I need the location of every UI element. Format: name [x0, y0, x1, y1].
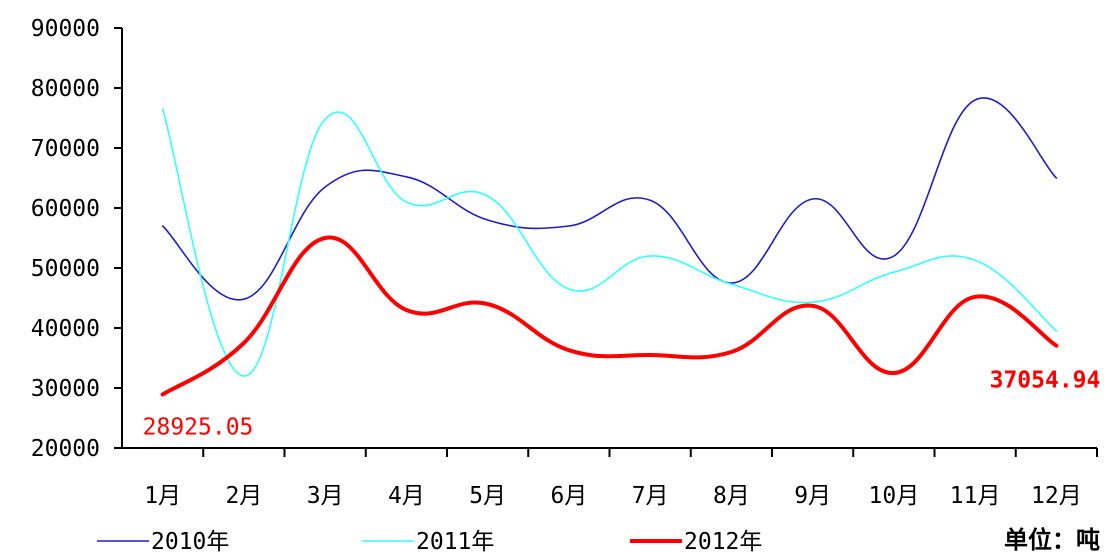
legend-label: 2010年 — [151, 529, 229, 554]
x-tick-label: 9月 — [794, 483, 831, 509]
legend-label: 2012年 — [684, 529, 762, 554]
x-tick-label: 4月 — [388, 483, 425, 509]
x-axis-ticks: 1月 2月 3月 4月 5月 6月 7月 8月 9月 10月 11月 12月 — [144, 448, 1098, 509]
unit-label: 单位：吨 — [1004, 526, 1100, 554]
data-labels: 28925.05 37054.94 — [143, 368, 1101, 441]
y-tick-label: 60000 — [31, 196, 100, 222]
data-label: 28925.05 — [143, 414, 254, 440]
y-tick-label: 70000 — [31, 136, 100, 162]
x-tick-label: 6月 — [550, 483, 587, 509]
x-tick-label: 2月 — [225, 483, 262, 509]
data-label: 37054.94 — [990, 368, 1101, 394]
x-tick-label: 11月 — [950, 483, 1001, 509]
series-line-3 — [160, 235, 1059, 397]
y-tick-label: 40000 — [31, 316, 100, 342]
x-tick-label: 1月 — [144, 483, 181, 509]
y-tick-label: 90000 — [31, 16, 100, 42]
y-axis-ticks: 90000 80000 70000 60000 50000 40000 30000 20000 — [31, 16, 122, 462]
x-tick-label: 12月 — [1031, 483, 1082, 509]
x-tick-label: 7月 — [632, 483, 669, 509]
y-tick-label: 30000 — [31, 376, 100, 402]
series-line-2 — [161, 108, 1058, 377]
series-lines — [160, 97, 1059, 397]
x-tick-label: 5月 — [469, 483, 506, 509]
legend-label: 2011年 — [416, 529, 494, 554]
x-tick-label: 10月 — [869, 483, 920, 509]
y-tick-label: 50000 — [31, 256, 100, 282]
y-tick-label: 80000 — [31, 76, 100, 102]
series-line-1 — [161, 97, 1058, 301]
x-tick-label: 8月 — [713, 483, 750, 509]
y-tick-label: 20000 — [31, 436, 100, 462]
legend: 2010年 2011年 2012年 — [97, 529, 762, 554]
x-tick-label: 3月 — [307, 483, 344, 509]
